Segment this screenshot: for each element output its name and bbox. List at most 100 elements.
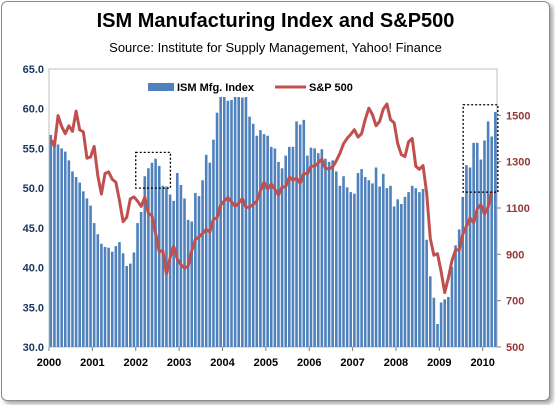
ism-bar xyxy=(421,188,425,347)
right-axis-tick-label: 500 xyxy=(506,342,524,354)
ism-bar xyxy=(208,162,212,347)
ism-bar xyxy=(338,185,342,347)
ism-bar xyxy=(194,192,197,347)
right-axis-tick-label: 1100 xyxy=(506,203,530,215)
ism-bar xyxy=(60,148,63,347)
ism-bar xyxy=(450,266,454,347)
ism-bar xyxy=(403,196,407,347)
ism-bar xyxy=(400,204,403,347)
left-axis-tick-label: 55.0 xyxy=(23,143,44,155)
ism-bar xyxy=(74,177,78,347)
ism-bar xyxy=(266,135,269,347)
right-axis-tick-label: 900 xyxy=(506,249,524,261)
ism-bar xyxy=(378,186,381,347)
ism-bar xyxy=(472,142,475,347)
x-axis-tick-label: 2010 xyxy=(470,357,494,369)
dashed-highlight-box xyxy=(462,104,499,193)
ism-bar xyxy=(353,193,356,347)
left-axis-tick-label: 45.0 xyxy=(23,223,44,235)
sp500-line xyxy=(49,102,494,295)
ism-bar xyxy=(324,158,327,347)
left-axis-tick-label: 40.0 xyxy=(23,263,44,275)
ism-bar xyxy=(186,219,190,347)
ism-bar xyxy=(56,144,60,347)
x-axis-tick-label: 2002 xyxy=(123,357,147,369)
ism-bar xyxy=(67,160,71,347)
chart-title: ISM Manufacturing Index and S&P500 xyxy=(96,10,455,32)
right-axis-tick-label: 700 xyxy=(506,296,524,308)
ism-bar xyxy=(327,161,331,347)
x-axis-tick-label: 2006 xyxy=(297,357,321,369)
ism-bar xyxy=(49,134,53,347)
left-axis-tick-label: 60.0 xyxy=(23,104,44,116)
ism-bar xyxy=(320,149,324,347)
ism-bar xyxy=(273,148,277,347)
ism-bar xyxy=(197,196,201,347)
ism-bar xyxy=(161,185,165,347)
x-axis-tick-label: 2009 xyxy=(427,357,451,369)
ism-bar xyxy=(490,136,493,347)
ism-bar xyxy=(468,167,472,347)
left-axis-tick-label: 30.0 xyxy=(23,342,44,354)
ism-bar xyxy=(418,192,421,347)
ism-bar xyxy=(349,192,353,347)
left-axis-tick-label: 35.0 xyxy=(23,302,44,314)
ism-bar xyxy=(121,253,125,347)
x-axis-tick-label: 2005 xyxy=(254,357,278,369)
ism-bar xyxy=(479,159,483,347)
ism-bar xyxy=(107,247,110,347)
ism-bar xyxy=(288,146,291,347)
dashed-highlight-box xyxy=(135,151,172,189)
ism-bar xyxy=(103,246,107,347)
ism-bar xyxy=(465,165,468,347)
ism-bar xyxy=(226,100,230,348)
ism-bar xyxy=(432,297,436,347)
ism-bar xyxy=(407,192,410,347)
ism-bar xyxy=(154,158,157,347)
ism-bar xyxy=(118,242,121,347)
ism-bar xyxy=(190,221,194,347)
legend-background xyxy=(143,77,363,97)
legend: ISM Mfg. Index S&P 500 xyxy=(143,77,363,97)
ism-bar xyxy=(371,183,374,347)
ism-bar xyxy=(277,161,280,347)
left-axis-tick-label: 65.0 xyxy=(23,64,44,76)
ism-bar xyxy=(143,176,147,347)
ism-bar xyxy=(269,146,273,347)
annotations xyxy=(135,104,499,193)
ism-bar xyxy=(215,112,219,347)
ism-bar xyxy=(306,155,309,347)
x-axis-tick-label: 2004 xyxy=(210,357,235,369)
x-axis-tick-label: 2001 xyxy=(80,357,104,369)
ism-bar xyxy=(425,239,428,347)
ism-bar xyxy=(316,153,320,347)
axes: 30.0 35.0 40.0 45.0 50.0 55.0 60.0 65.0 500 700 90… xyxy=(23,64,531,369)
ism-bar xyxy=(168,194,172,347)
ism-bar xyxy=(222,92,226,347)
chart-subtitle: Source: Institute for Supply Management,… xyxy=(109,40,442,55)
ism-bar xyxy=(302,119,306,347)
ism-bar xyxy=(494,111,497,347)
ism-bar xyxy=(313,148,316,347)
ism-bar xyxy=(241,97,244,347)
ism-bar xyxy=(262,134,266,347)
right-axis-tick-label: 1500 xyxy=(506,110,530,122)
ism-bar xyxy=(53,139,56,347)
ism-bar xyxy=(92,223,96,347)
ism-bar xyxy=(219,88,222,348)
ism-bar xyxy=(136,223,139,347)
ism-bar xyxy=(428,276,432,347)
ism-bar xyxy=(114,246,118,347)
legend-label-sp500: S&P 500 xyxy=(309,82,353,94)
chart-canvas: 30.0 35.0 40.0 45.0 50.0 55.0 60.0 65.0 500 700 90… xyxy=(23,64,531,369)
ism-bar xyxy=(63,151,67,347)
ism-bar xyxy=(345,187,349,347)
ism-bar xyxy=(447,296,450,347)
ism-bar xyxy=(331,160,334,347)
ism-bar xyxy=(374,167,378,347)
legend-label-ism: ISM Mfg. Index xyxy=(177,82,255,94)
ism-bar xyxy=(89,205,92,347)
ism-bar xyxy=(132,252,136,347)
left-axis-tick-label: 50.0 xyxy=(23,183,44,195)
ism-bar xyxy=(414,188,418,347)
